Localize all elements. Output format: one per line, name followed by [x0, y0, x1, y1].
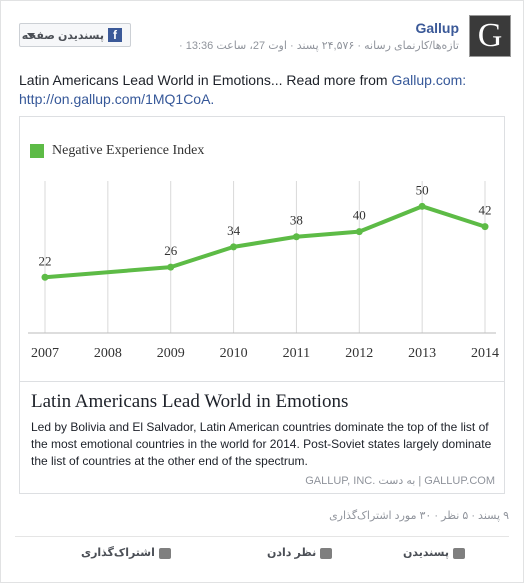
value-label: 22	[39, 253, 52, 268]
domain: GALLUP.COM	[424, 475, 495, 487]
value-label: 38	[290, 213, 303, 228]
page-logo[interactable]: G	[469, 15, 511, 57]
page-name[interactable]: Gallup	[415, 20, 459, 36]
post-meta: تازه‌ها/کارنمای رسانه · ۲۴,۵۷۶ پسند · او…	[179, 40, 459, 52]
article-title[interactable]: Latin Americans Lead World in Emotions	[31, 391, 349, 412]
x-tick-label: 2008	[94, 346, 122, 361]
attachment[interactable]: Negative Experience Index 2007 2008 2009 20…	[19, 116, 505, 494]
data-point	[41, 273, 49, 281]
value-label: 34	[227, 223, 241, 238]
share-label: اشتراک‌گذاری	[81, 547, 155, 559]
data-point	[481, 223, 489, 231]
value-label: 26	[164, 243, 178, 258]
data-point	[418, 202, 426, 210]
divider	[20, 381, 504, 382]
link-site[interactable]: Gallup.com:	[391, 72, 467, 88]
value-label: 40	[353, 208, 366, 223]
link-url[interactable]: http://on.gallup.com/1MQ1CoA.	[19, 91, 215, 107]
data-point	[230, 243, 238, 251]
data-point	[167, 263, 175, 271]
legend-label: Negative Experience Index	[52, 143, 204, 158]
data-line	[44, 204, 486, 280]
x-tick-label: 2013	[408, 346, 436, 361]
comment-label: نظر دادن	[267, 547, 317, 559]
article-source: GALLUP, INC. به دست | GALLUP.COM	[305, 475, 495, 487]
x-tick-label: 2012	[345, 346, 373, 361]
data-point	[292, 233, 300, 241]
divider	[15, 536, 509, 537]
article-description: Led by Bolivia and El Salvador, Latin Am…	[31, 420, 492, 468]
legend-swatch	[30, 144, 44, 158]
post-body: Latin Americans Lead World in Emotions..…	[19, 72, 392, 88]
post-stats[interactable]: ۹ پسند · ۵ نظر · ۳۰ مورد اشتراک‌گذاری	[329, 510, 509, 522]
x-tick-label: 2014	[471, 346, 499, 361]
source: GALLUP, INC. به دست	[305, 475, 416, 487]
data-point	[355, 228, 363, 236]
like-label: پسندیدن	[402, 547, 449, 559]
x-tick-label: 2010	[220, 346, 248, 361]
post-text: Latin Americans Lead World in Emotions..…	[19, 71, 509, 109]
like-action[interactable]: پسندیدن	[403, 546, 465, 559]
like-page-button[interactable]: f پسندیدن صفحه	[19, 23, 131, 47]
like-page-label: پسندیدن صفحه	[21, 30, 104, 42]
chart: Negative Experience Index 2007 2008 2009 20…	[28, 143, 499, 361]
share-action[interactable]: اشتراک‌گذاری	[81, 546, 171, 559]
x-tick-label: 2011	[283, 346, 310, 361]
value-label: 50	[416, 182, 429, 197]
value-label: 42	[479, 203, 492, 218]
x-tick-label: 2009	[157, 346, 185, 361]
x-tick-label: 2007	[31, 346, 59, 361]
comment-action[interactable]: نظر دادن	[267, 546, 333, 559]
